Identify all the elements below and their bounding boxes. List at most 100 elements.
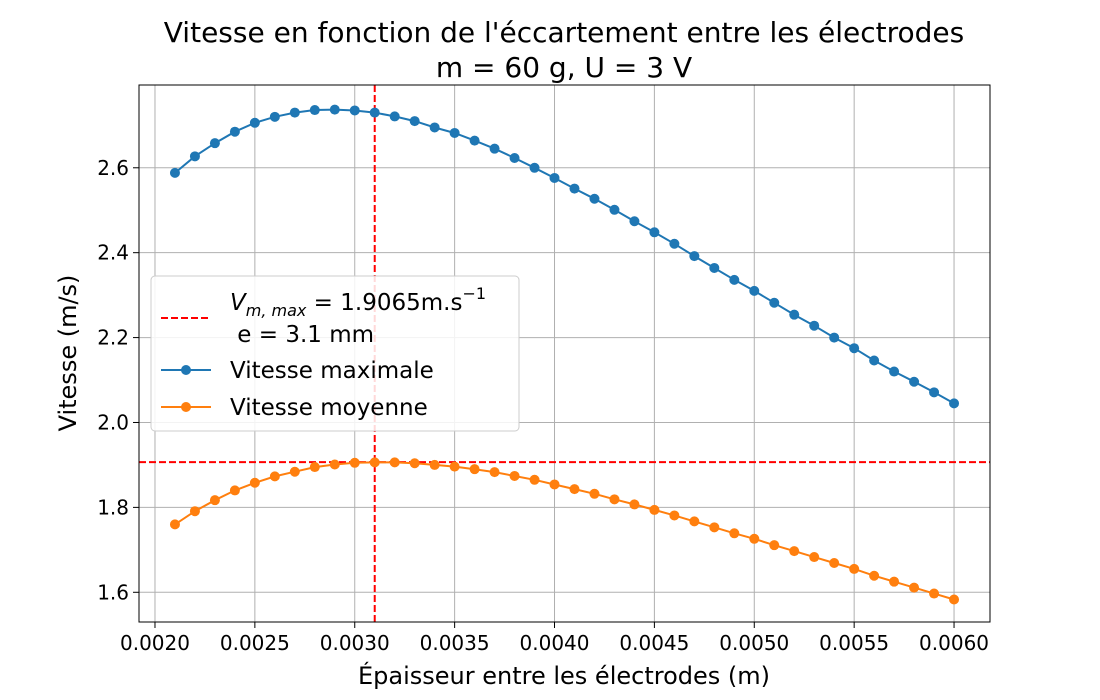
series-line-vitesse-moyenne (174, 461, 955, 601)
series-line-vitesse-maximale (174, 108, 955, 405)
legend-marker-vitesse-maximale (181, 365, 191, 375)
data-point-vitesse-maximale (889, 366, 900, 377)
data-point-vitesse-moyenne (869, 570, 880, 581)
data-point-vitesse-moyenne (509, 470, 520, 481)
data-point-vitesse-moyenne (449, 461, 460, 472)
data-point-vitesse-maximale (629, 216, 640, 227)
legend-marker-vitesse-moyenne (181, 402, 191, 412)
data-point-vitesse-maximale (509, 153, 520, 164)
data-point-vitesse-maximale (949, 398, 960, 409)
data-point-vitesse-maximale (289, 107, 300, 118)
data-point-vitesse-moyenne (289, 466, 300, 477)
data-point-vitesse-moyenne (649, 504, 660, 515)
data-point-vitesse-maximale (469, 135, 480, 146)
data-point-vitesse-moyenne (729, 528, 740, 539)
x-tick-label: 0.0020 (120, 631, 190, 655)
data-point-vitesse-maximale (449, 127, 460, 138)
chart-title: Vitesse en fonction de l'éccartement ent… (164, 16, 964, 49)
data-point-vitesse-moyenne (229, 485, 240, 496)
data-point-vitesse-moyenne (309, 462, 320, 473)
data-point-vitesse-maximale (749, 285, 760, 296)
data-point-vitesse-maximale (369, 107, 380, 118)
x-tick-label: 0.0055 (819, 631, 889, 655)
data-point-vitesse-maximale (329, 104, 340, 115)
legend: Vm, max = 1.9065m.s−1 e = 3.1 mm Vitesse… (150, 275, 520, 432)
data-point-vitesse-maximale (189, 151, 200, 162)
data-point-vitesse-moyenne (529, 474, 540, 485)
data-point-vitesse-moyenne (549, 479, 560, 490)
x-tick-label: 0.0040 (520, 631, 590, 655)
data-point-vitesse-maximale (929, 387, 940, 398)
data-point-vitesse-moyenne (689, 516, 700, 527)
data-point-vitesse-maximale (209, 138, 220, 149)
legend-label-reference: Vm, max = 1.9065m.s−1 (230, 284, 486, 320)
data-point-vitesse-moyenne (809, 552, 820, 563)
x-axis-ticks: 0.0020 0.0025 0.0030 0.0035 0.0040 0.0045 0.00… (120, 622, 989, 655)
data-point-vitesse-maximale (689, 251, 700, 262)
data-point-vitesse-moyenne (269, 471, 280, 482)
data-point-vitesse-moyenne (669, 510, 680, 521)
data-point-vitesse-moyenne (329, 459, 340, 470)
data-point-vitesse-maximale (569, 183, 580, 194)
legend-math-rest: = 1.9065m.s (306, 290, 462, 316)
data-point-vitesse-moyenne (609, 494, 620, 505)
data-point-vitesse-maximale (829, 332, 840, 343)
series-group (169, 104, 960, 605)
data-point-vitesse-moyenne (469, 464, 480, 475)
legend-label-vitesse-maximale: Vitesse maximale (230, 358, 434, 384)
x-tick-label: 0.0060 (919, 631, 989, 655)
data-point-vitesse-moyenne (209, 495, 220, 506)
x-tick-label: 0.0025 (220, 631, 290, 655)
data-point-vitesse-moyenne (429, 459, 440, 470)
data-point-vitesse-maximale (549, 172, 560, 183)
data-point-vitesse-moyenne (849, 563, 860, 574)
y-tick-label: 2.0 (97, 410, 129, 434)
x-tick-label: 0.0030 (320, 631, 390, 655)
y-axis-label: Vitesse (m/s) (54, 275, 82, 432)
data-point-vitesse-maximale (869, 355, 880, 366)
data-point-vitesse-moyenne (389, 457, 400, 468)
data-point-vitesse-moyenne (949, 594, 960, 605)
y-tick-label: 1.6 (97, 580, 129, 604)
data-point-vitesse-moyenne (249, 477, 260, 488)
data-point-vitesse-maximale (429, 122, 440, 133)
data-point-vitesse-maximale (769, 297, 780, 308)
data-point-vitesse-maximale (269, 111, 280, 122)
x-axis-label: Épaisseur entre les électrodes (m) (358, 661, 770, 690)
data-point-vitesse-maximale (249, 117, 260, 128)
data-point-vitesse-moyenne (369, 457, 380, 468)
y-axis-ticks: 1.6 1.8 2.0 2.2 2.4 2.6 (97, 156, 139, 604)
data-point-vitesse-maximale (809, 320, 820, 331)
chart-subtitle: m = 60 g, U = 3 V (436, 51, 692, 84)
data-point-vitesse-maximale (789, 309, 800, 320)
data-point-vitesse-moyenne (489, 467, 500, 478)
data-point-vitesse-maximale (169, 167, 180, 178)
y-tick-label: 2.6 (97, 156, 129, 180)
data-point-vitesse-moyenne (709, 522, 720, 533)
legend-label-vitesse-moyenne: Vitesse moyenne (230, 395, 428, 421)
legend-math-sup: −1 (462, 284, 486, 303)
series-vitesse-moyenne (169, 457, 960, 605)
data-point-vitesse-moyenne (769, 540, 780, 551)
data-point-vitesse-moyenne (749, 533, 760, 544)
x-tick-label: 0.0045 (619, 631, 689, 655)
data-point-vitesse-moyenne (889, 576, 900, 587)
legend-math-sub: m, max (246, 301, 307, 320)
data-point-vitesse-moyenne (929, 588, 940, 599)
data-point-vitesse-maximale (909, 376, 920, 387)
data-point-vitesse-maximale (489, 143, 500, 154)
data-point-vitesse-maximale (229, 126, 240, 137)
x-tick-label: 0.0035 (420, 631, 490, 655)
x-tick-label: 0.0050 (719, 631, 789, 655)
data-point-vitesse-moyenne (569, 484, 580, 495)
data-point-vitesse-maximale (589, 193, 600, 204)
data-point-vitesse-maximale (649, 227, 660, 238)
legend-math-base: V (230, 290, 248, 316)
y-tick-label: 2.2 (97, 326, 129, 350)
data-point-vitesse-maximale (609, 204, 620, 215)
data-point-vitesse-moyenne (169, 519, 180, 530)
data-point-vitesse-maximale (669, 238, 680, 249)
data-point-vitesse-maximale (729, 274, 740, 285)
y-tick-label: 1.8 (97, 495, 129, 519)
legend-label-reference-line2: e = 3.1 mm (230, 322, 374, 348)
